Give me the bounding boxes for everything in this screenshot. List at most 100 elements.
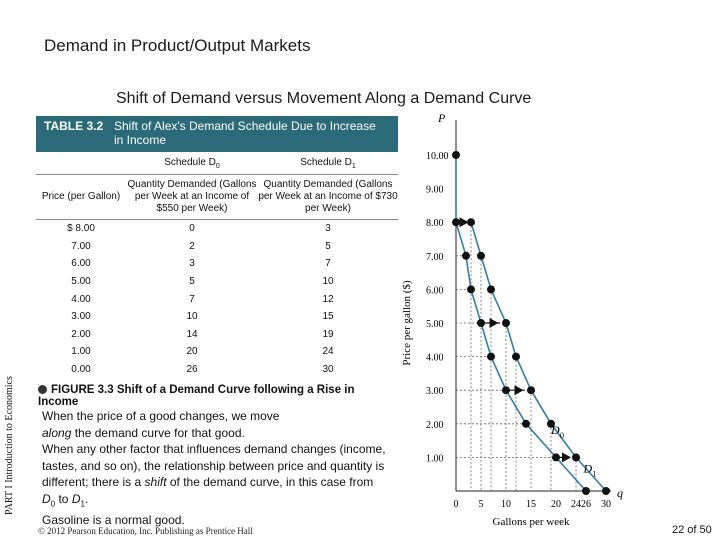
schedule-header-row: Schedule D0 Schedule D1	[36, 152, 398, 175]
price-cell: 0.00	[71, 364, 91, 376]
series-D1-point	[477, 251, 485, 260]
shift-arrowhead	[489, 318, 499, 328]
price-cell: 1.00	[71, 346, 91, 358]
series-D0-point	[502, 386, 510, 395]
quantity-d1-cell: 19	[322, 328, 334, 340]
y-tick-label: 7.00	[426, 252, 444, 263]
table-title: Shift of Alex's Demand Schedule Due to I…	[114, 119, 376, 147]
x-tick-label: 5	[479, 499, 484, 510]
price-cell: 4.00	[71, 293, 91, 305]
quantity-d1-cell: 3	[325, 223, 331, 235]
shift-arrowhead	[514, 385, 524, 396]
demand-schedule-table: TABLE 3.2 Shift of Alex's Demand Schedule…	[36, 116, 398, 378]
series-D0-sub: 0	[560, 431, 564, 440]
page-number: 22 of 50	[672, 524, 712, 536]
quantity-d1-cell: 5	[325, 240, 331, 252]
figure-title: FIGURE 3.3 Shift of a Demand Curve follo…	[38, 384, 355, 408]
price-cell: 6.00	[71, 258, 91, 270]
price-cell: 3.00	[71, 311, 91, 323]
quantity-d1-cell: 12	[322, 293, 334, 305]
y-tick-label: 2.00	[426, 420, 444, 431]
quantity-d0-cell: 3	[189, 258, 195, 270]
table-row: 1.00 20 24	[36, 343, 398, 361]
table-row: 5.00 5 10	[36, 273, 398, 291]
quantity-d1-column-header: Quantity Demanded (Gallons per Week at a…	[258, 174, 398, 220]
series-D1-label: D	[583, 462, 593, 476]
x-tick-label: 0	[454, 499, 459, 510]
table-row: 7.00 2 5	[36, 238, 398, 256]
series-D0-point	[467, 285, 475, 294]
column-header-row: Price (per Gallon) Quantity Demanded (Ga…	[36, 174, 398, 220]
y-tick-label: 4.00	[426, 353, 444, 364]
table-row: 2.00 14 19	[36, 326, 398, 344]
quantity-d0-cell: 26	[186, 364, 198, 376]
quantity-d1-cell: 24	[322, 346, 334, 358]
quantity-d0-cell: 10	[186, 311, 198, 323]
series-D0-point	[452, 218, 460, 227]
quantity-d1-cell: 10	[322, 276, 334, 288]
series-D1-point	[512, 352, 520, 361]
empty-cell	[36, 152, 126, 175]
quantity-d0-cell: 14	[186, 328, 198, 340]
quantity-d0-cell: 0	[189, 223, 195, 235]
x-axis-label: Gallons per week	[493, 516, 570, 528]
x-tick-label: 15	[526, 499, 536, 510]
price-cell: 2.00	[71, 328, 91, 340]
y-axis-label: Price per gallon ($)	[401, 280, 413, 366]
demand-curve-chart: Pq 10.00 9.00 8.00 7.00 6.00 5.00 4.00 3.00 2.00 1…	[401, 112, 623, 528]
series-D1-point	[502, 319, 510, 327]
x-tick-label: 30	[601, 499, 611, 510]
series-D0-point	[582, 487, 590, 495]
y-axis-symbol: P	[437, 112, 446, 125]
y-tick-label: 8.00	[426, 218, 444, 229]
table-row: 6.00 3 7	[36, 255, 398, 273]
y-tick-label: 1.00	[426, 453, 444, 464]
table-header: TABLE 3.2 Shift of Alex's Demand Schedule…	[36, 116, 398, 152]
y-tick-label: 3.00	[426, 386, 444, 397]
schedule-table: Schedule D0 Schedule D1 Price (per Gallo…	[36, 152, 398, 378]
figure-bullet-icon	[38, 385, 47, 395]
quantity-d1-cell: 30	[322, 364, 334, 376]
series-D1-point	[527, 386, 535, 395]
table-row: 0.00 26 30	[36, 361, 398, 379]
series-D1-point	[487, 285, 495, 294]
table-row: $ 8.00 0 3	[36, 220, 398, 238]
x-tick-label: 24	[571, 499, 581, 510]
quantity-d0-cell: 5	[189, 276, 195, 288]
y-tick-label: 9.00	[426, 185, 444, 196]
shift-arrowhead	[459, 217, 469, 228]
shift-arrowhead	[562, 452, 571, 463]
x-tick-label: 10	[501, 499, 511, 510]
price-column-header: Price (per Gallon)	[36, 174, 126, 220]
y-tick-label: 5.00	[426, 319, 444, 330]
series-D1-point	[602, 487, 610, 495]
price-cell: 5.00	[71, 276, 91, 288]
quantity-d0-column-header: Quantity Demanded (Gallons per Week at a…	[126, 174, 258, 220]
quantity-d1-cell: 15	[322, 311, 334, 323]
quantity-d0-cell: 20	[186, 346, 198, 358]
y-tick-label: 6.00	[426, 285, 444, 296]
price-cell: 7.00	[71, 240, 91, 252]
schedule-d0-label: Schedule D0	[126, 152, 258, 175]
copyright-text: © 2012 Pearson Education, Inc. Publishin…	[38, 526, 253, 536]
slide-title: Demand in Product/Output Markets	[44, 36, 311, 55]
series-D1-sub: 1	[593, 470, 597, 479]
x-tick-label: 20	[551, 499, 561, 510]
series-D0-label: D	[550, 423, 560, 437]
quantity-d0-cell: 7	[189, 293, 195, 305]
series-D0-point	[487, 352, 495, 361]
table-row: 3.00 10 15	[36, 308, 398, 326]
table-number: TABLE 3.2	[44, 119, 104, 133]
price-cell: $ 8.00	[67, 223, 95, 235]
table-row: 4.00 7 12	[36, 290, 398, 308]
y-tick-label: 10.00	[426, 151, 449, 162]
x-tick-label: 26	[581, 499, 591, 510]
slide-subtitle: Shift of Demand versus Movement Along a …	[116, 90, 532, 107]
figure-caption: FIGURE 3.3 Shift of a Demand Curve follo…	[38, 384, 388, 529]
series-D0-point	[552, 453, 560, 462]
quantity-d1-cell: 7	[325, 258, 331, 270]
figure-body: When the price of a good changes, we mov…	[42, 409, 386, 528]
x-axis-symbol: q	[617, 486, 623, 500]
series-D0-point	[452, 151, 460, 159]
schedule-d1-label: Schedule D1	[258, 152, 398, 175]
